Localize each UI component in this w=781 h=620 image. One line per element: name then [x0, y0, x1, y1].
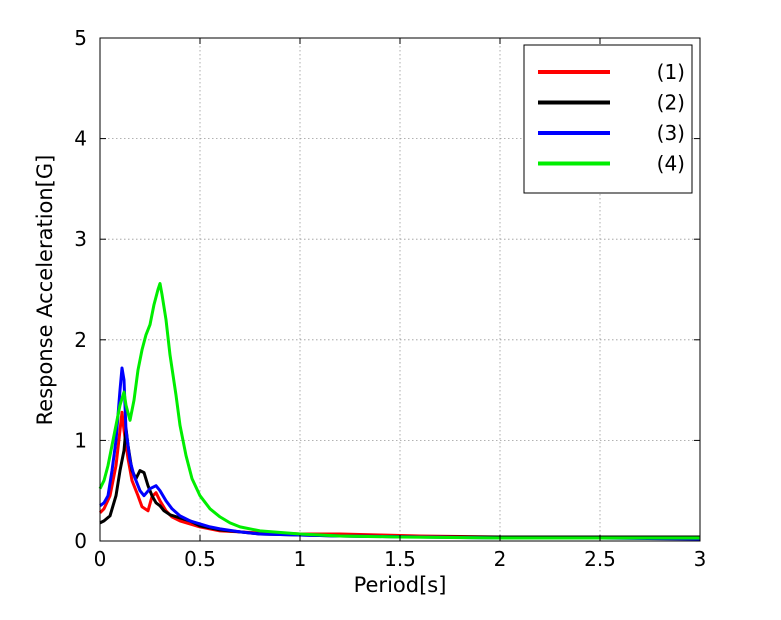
x-axis-ticks: 0 0.5 1 1.5 2 2.5 3 — [94, 38, 707, 571]
y-axis-label: Response Acceleration[G] — [33, 155, 57, 426]
legend-box — [523, 44, 693, 194]
legend-label-4: (4) — [657, 152, 685, 176]
legend-label-3: (3) — [657, 121, 685, 145]
x-tick-label: 3 — [694, 547, 707, 571]
y-axis-ticks: 0 1 2 3 4 5 — [74, 26, 700, 553]
y-tick-label: 1 — [74, 428, 87, 452]
legend-label-1: (1) — [657, 60, 685, 84]
y-tick-label: 0 — [74, 529, 87, 553]
grid-lines — [100, 38, 700, 541]
x-tick-label: 0 — [94, 547, 107, 571]
y-tick-label: 3 — [74, 227, 87, 251]
x-tick-label: 0.5 — [184, 547, 216, 571]
legend-label-2: (2) — [657, 91, 685, 115]
y-tick-label: 5 — [74, 26, 87, 50]
legend: (1) (2) (3) (4) — [523, 44, 693, 194]
x-tick-label: 2 — [494, 547, 507, 571]
y-tick-label: 2 — [74, 328, 87, 352]
x-tick-label: 1.5 — [384, 547, 416, 571]
series-line-4 — [98, 282, 700, 540]
x-tick-label: 2.5 — [584, 547, 616, 571]
y-tick-label: 4 — [74, 127, 87, 151]
x-axis-label: Period[s] — [354, 573, 447, 597]
x-tick-label: 1 — [294, 547, 307, 571]
